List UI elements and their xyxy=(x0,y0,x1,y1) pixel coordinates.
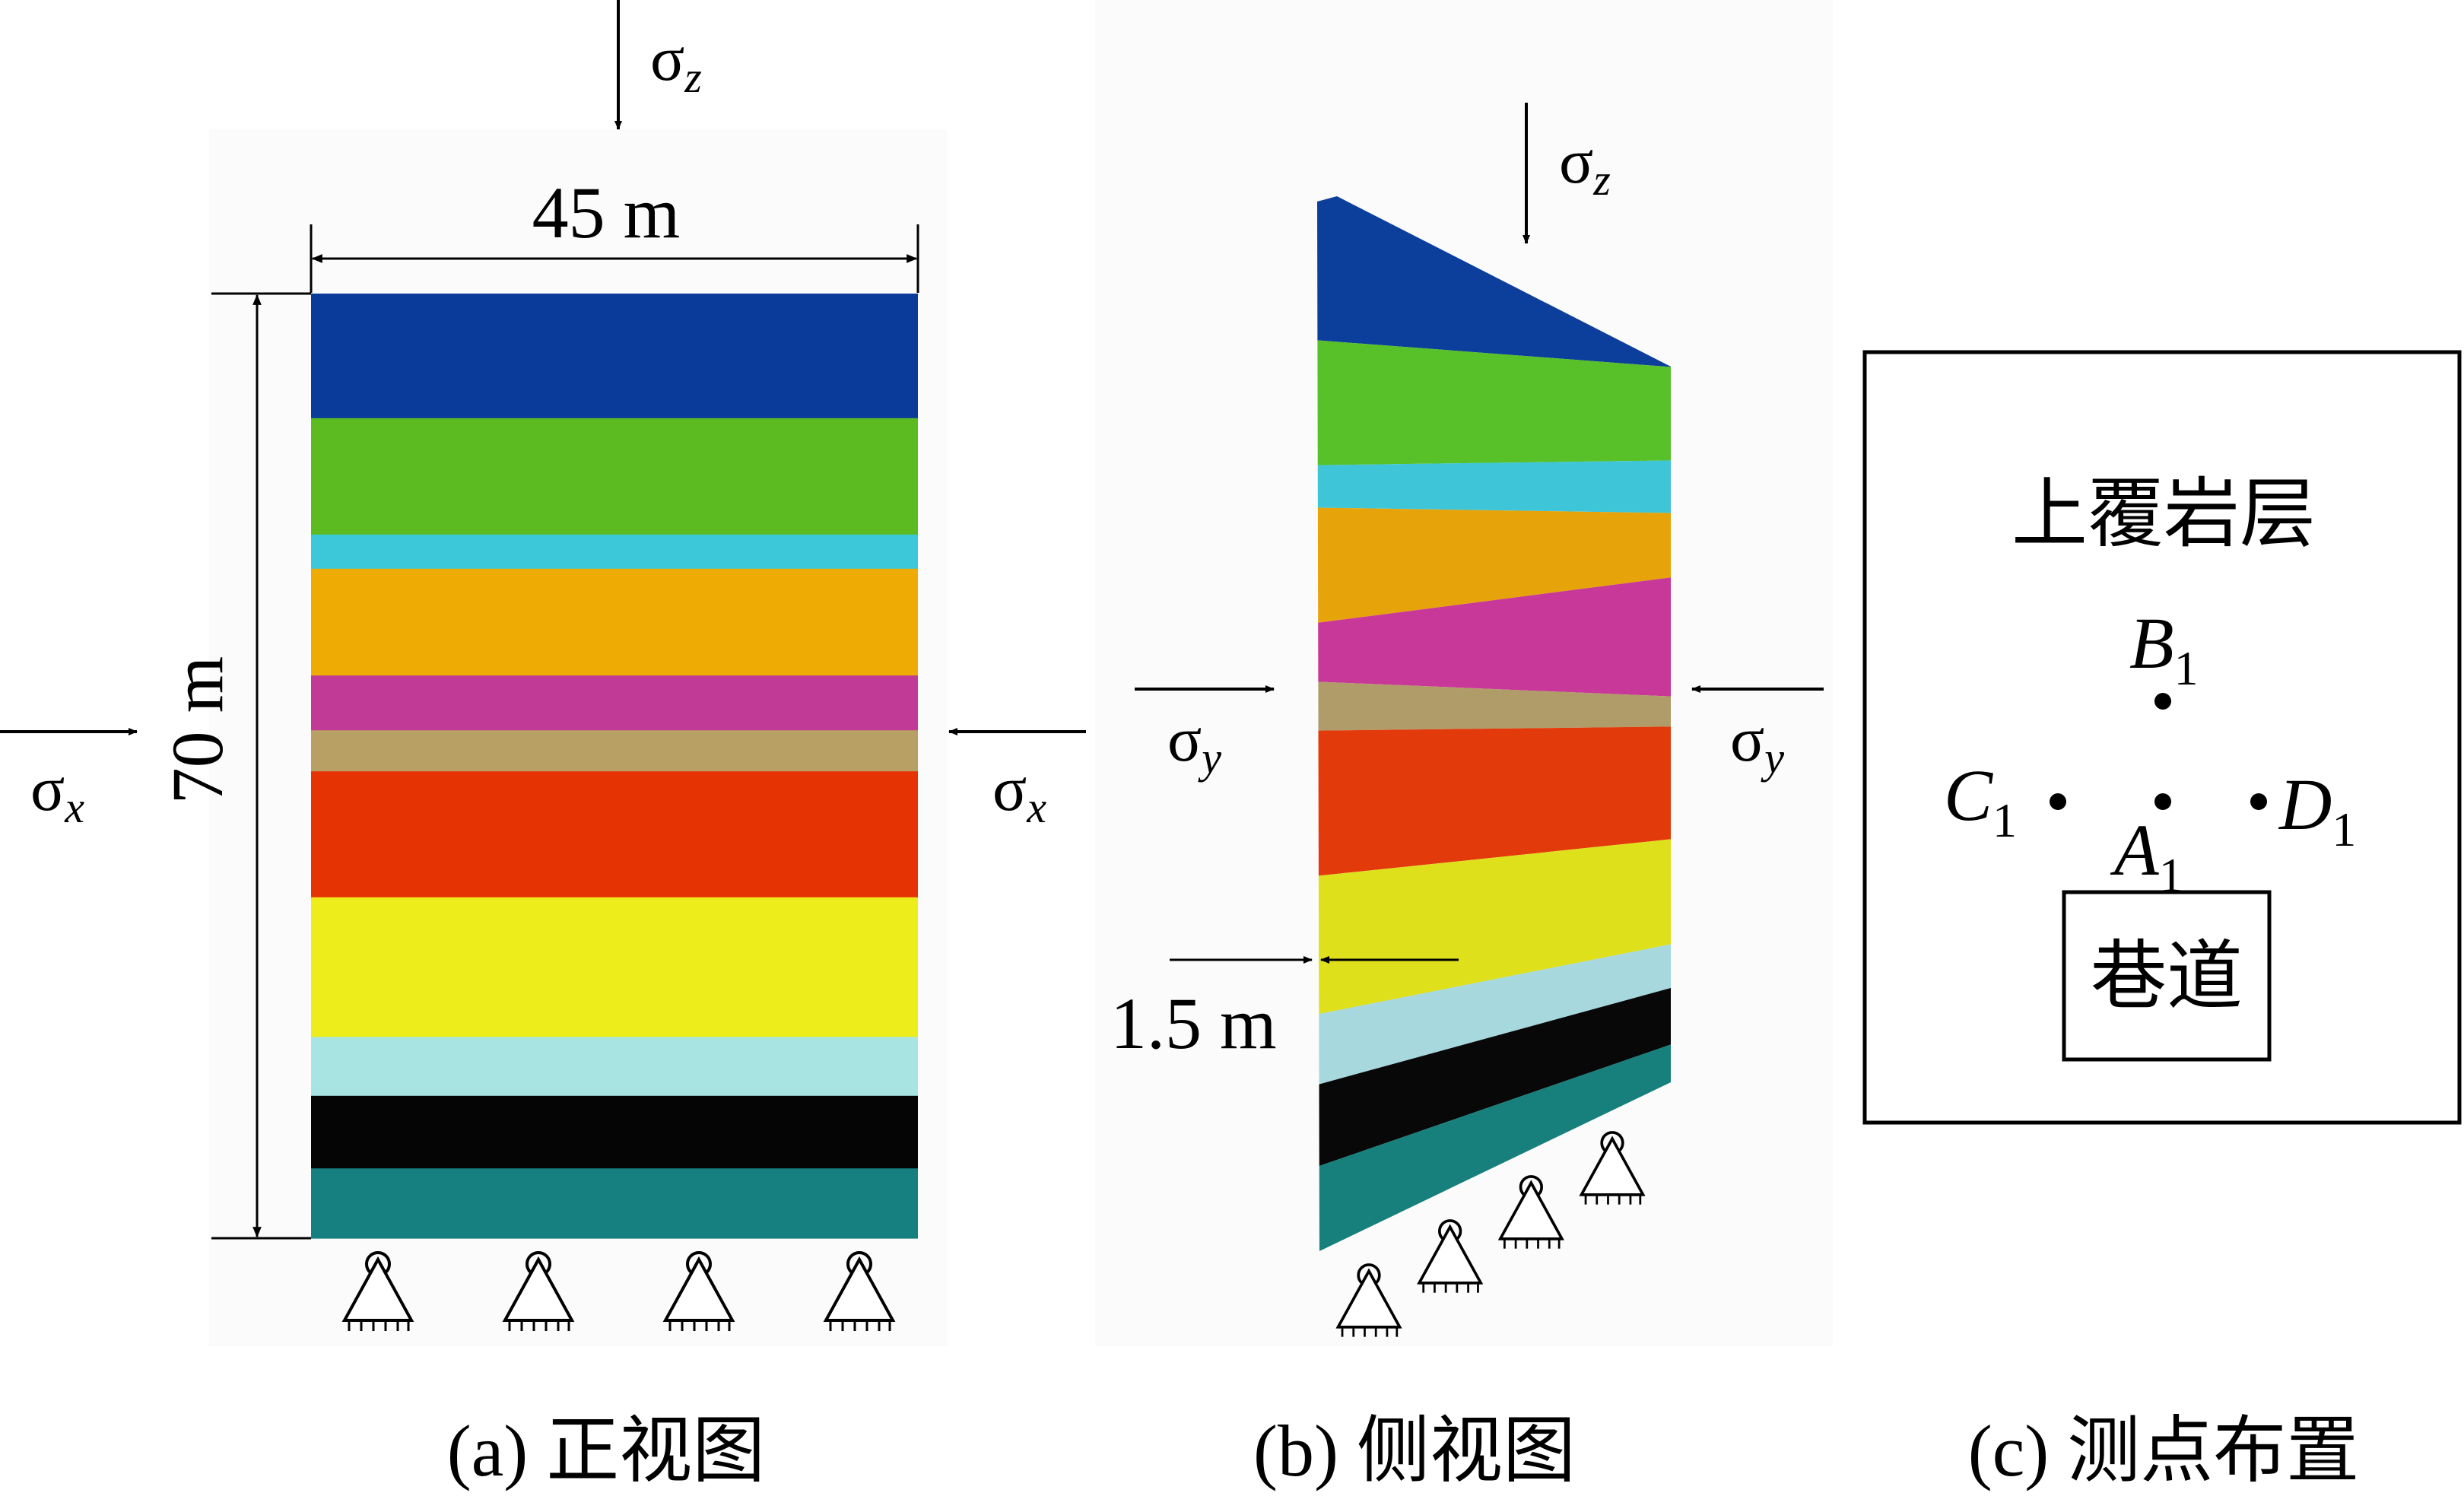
front-layer-8 xyxy=(311,897,918,1037)
front-layer-3 xyxy=(311,534,918,570)
side-view-caption: (b) 侧视图 xyxy=(1253,1410,1576,1491)
tunnel-label: 巷道 xyxy=(2091,935,2243,1019)
side-layer-5 xyxy=(1317,574,1671,697)
point-c1-dot xyxy=(2050,793,2066,810)
front-load-sigma-x-left-label: σx xyxy=(30,754,84,832)
front-width-label: 45 m xyxy=(532,172,681,253)
side-load-sigma-z-label: σz xyxy=(1559,126,1611,205)
side-layer-9 xyxy=(1317,939,1671,1091)
front-layer-1 xyxy=(311,294,918,419)
point-b1-label: B1 xyxy=(2129,602,2199,695)
measurement-layout-panel: 上覆岩层 B1 C1 A1 D1 巷道 (c) 测点布置 xyxy=(1862,350,2462,1491)
side-layer-3 xyxy=(1317,460,1671,513)
point-a1-dot xyxy=(2154,793,2171,810)
overburden-label: 上覆岩层 xyxy=(2012,472,2316,557)
tunnel-box xyxy=(2062,890,2272,1062)
front-layer-7 xyxy=(311,771,918,898)
side-layer-7 xyxy=(1317,726,1671,878)
side-load-sigma-y-left-label: σy xyxy=(1167,704,1221,783)
point-d1-label: D1 xyxy=(2278,764,2356,856)
front-layer-4 xyxy=(311,568,918,676)
side-layer-6 xyxy=(1317,681,1671,731)
side-view-panel: σz σy σy 1.5 m (b) 侧视图 xyxy=(1095,0,1833,1491)
side-layer-10 xyxy=(1317,981,1671,1175)
front-height-label: 70 m xyxy=(157,656,238,805)
side-layer-4 xyxy=(1317,507,1671,626)
measurement-layout-caption: (c) 测点布置 xyxy=(1968,1410,2360,1491)
front-load-sigma-x-right-label: σx xyxy=(992,754,1046,832)
front-layer-9 xyxy=(311,1037,918,1097)
side-layer-2 xyxy=(1317,338,1671,465)
measurement-box xyxy=(1862,350,2462,1125)
point-d1-dot xyxy=(2250,793,2267,810)
front-layer-10 xyxy=(311,1095,918,1169)
front-layer-5 xyxy=(311,675,918,731)
side-layer-8 xyxy=(1317,837,1671,1019)
point-b1-dot xyxy=(2154,693,2171,710)
front-layer-11 xyxy=(311,1168,918,1239)
front-view-caption: (a) 正视图 xyxy=(447,1410,766,1491)
front-rock-layers xyxy=(311,294,918,1239)
side-load-sigma-y-right-label: σy xyxy=(1730,704,1784,783)
front-layer-2 xyxy=(311,418,918,535)
front-load-sigma-z-label: σz xyxy=(650,24,702,102)
point-c1-label: C1 xyxy=(1944,754,2017,847)
front-layer-6 xyxy=(311,730,918,772)
front-view-panel: σz 45 m 70 m σx σx (a) 正视图 xyxy=(0,0,1086,1491)
point-a1-label: A1 xyxy=(2110,809,2183,902)
side-thickness-label: 1.5 m xyxy=(1110,983,1277,1064)
